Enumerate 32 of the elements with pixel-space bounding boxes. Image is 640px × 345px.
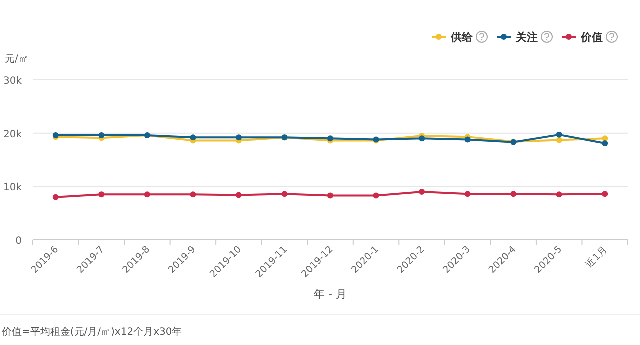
point	[190, 192, 196, 198]
y-axis-title: 元/㎡	[5, 54, 28, 65]
point	[556, 137, 562, 144]
y-tick-label: 20k	[3, 129, 22, 140]
point	[236, 134, 242, 141]
y-tick-label: 0	[16, 236, 22, 247]
text: 价值=平均租金(元/月/㎡)x12个月x30年	[1, 326, 182, 338]
point	[98, 192, 105, 198]
y-tick-label: 30k	[3, 76, 22, 87]
x-tick-label: 近1月	[583, 244, 610, 271]
point	[464, 191, 471, 198]
point	[419, 189, 426, 195]
point	[98, 132, 105, 138]
point	[556, 192, 562, 198]
point	[144, 192, 150, 198]
point	[373, 192, 380, 199]
legend-label: 关注	[515, 31, 538, 44]
point	[52, 194, 59, 200]
point	[282, 191, 288, 198]
legend-label: 价值	[580, 31, 603, 44]
point	[419, 136, 426, 142]
point	[602, 191, 608, 198]
point	[236, 192, 242, 198]
point	[328, 192, 334, 199]
legend-label: 供给	[450, 31, 474, 44]
point	[556, 132, 562, 138]
x-axis-title: 年 - 月	[314, 288, 347, 301]
point	[190, 134, 196, 141]
point	[510, 191, 517, 198]
point	[602, 140, 608, 146]
point	[464, 136, 471, 143]
y-tick-label: 10k	[3, 182, 22, 194]
